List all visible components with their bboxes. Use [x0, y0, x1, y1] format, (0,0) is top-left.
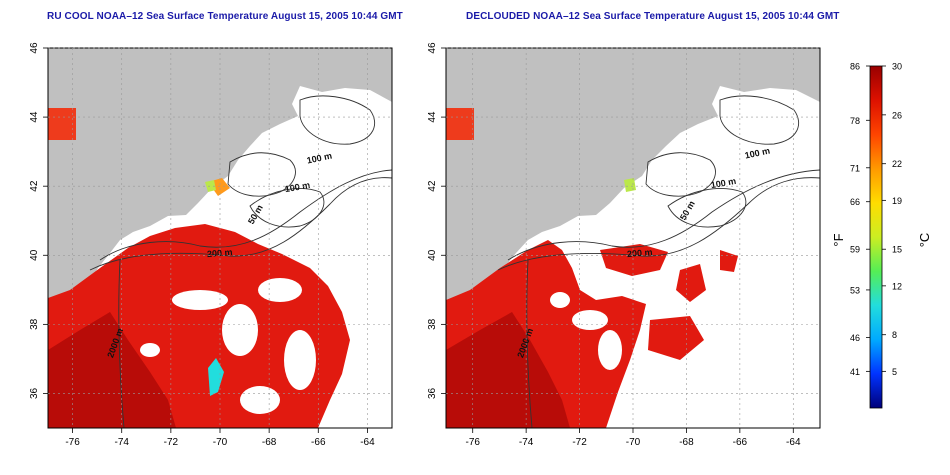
- land-mass: [446, 48, 820, 372]
- sst-warm-region: [446, 108, 474, 140]
- sst-hot-region: [446, 312, 570, 428]
- colorbar-f-label: 46: [850, 333, 860, 343]
- colorbar-c-label: 22: [892, 159, 902, 169]
- colorbar-c-label: 8: [892, 330, 897, 340]
- sst-warm-region: [624, 178, 636, 192]
- isobath-label: 100 m: [710, 176, 737, 190]
- cloud-gaps: [550, 292, 622, 370]
- colorbar-f-label: 86: [850, 62, 860, 72]
- colorbar-c-label: 19: [892, 196, 902, 206]
- right-panel-title: DECLOUDED NOAA–12 Sea Surface Temperatur…: [466, 11, 840, 22]
- y-tick-label: 44: [427, 111, 438, 123]
- x-tick-label: -74: [519, 437, 534, 448]
- sst-hot-region: [48, 312, 176, 428]
- x-tick-label: -72: [164, 437, 179, 448]
- x-tick-label: -68: [679, 437, 694, 448]
- colorbar-c-label: 12: [892, 281, 902, 291]
- x-tick-label: -76: [465, 437, 480, 448]
- colorbar-f-label: 53: [850, 285, 860, 295]
- y-tick-label: 46: [29, 42, 40, 54]
- y-tick-label: 44: [29, 111, 40, 123]
- sst-warm-region: [205, 180, 216, 192]
- x-tick-label: -74: [114, 437, 129, 448]
- sst-warm-region: [600, 244, 668, 276]
- sst-warm-region: [676, 264, 706, 302]
- y-tick-label: 42: [427, 180, 438, 192]
- x-tick-label: -70: [213, 437, 228, 448]
- colorbar-f-label: 59: [850, 245, 860, 255]
- x-tick-label: -72: [572, 437, 587, 448]
- sst-warm-region: [720, 250, 738, 272]
- land-mass: [720, 48, 820, 102]
- y-tick-label: 38: [427, 318, 438, 330]
- land-mass: [300, 48, 392, 102]
- x-tick-label: -76: [65, 437, 80, 448]
- temperature-colorbar: 86 78 71 66 59 53 46 41 30 26 22 19 15 12 8 5 °F °C: [831, 62, 932, 409]
- y-tick-label: 40: [29, 249, 40, 261]
- colorbar-c-label: 15: [892, 245, 902, 255]
- colorbar-f-label: 78: [850, 116, 860, 126]
- colorbar-f-label: 71: [850, 163, 860, 173]
- left-panel-title: RU COOL NOAA–12 Sea Surface Temperature …: [47, 11, 403, 22]
- x-tick-label: -68: [262, 437, 277, 448]
- y-tick-label: 42: [29, 180, 40, 192]
- y-tick-label: 46: [427, 42, 438, 54]
- fahrenheit-label: °F: [831, 233, 846, 246]
- x-tick-label: -64: [786, 437, 801, 448]
- colorbar-c-label: 5: [892, 367, 897, 377]
- y-tick-label: 36: [29, 387, 40, 399]
- x-tick-label: -70: [626, 437, 641, 448]
- celsius-label: °C: [917, 233, 932, 248]
- colorbar-c-label: 26: [892, 110, 902, 120]
- colorbar-f-label: 66: [850, 197, 860, 207]
- sst-warm-region: [208, 358, 224, 396]
- x-tick-label: -66: [733, 437, 748, 448]
- isobath-label: 100 m: [284, 180, 311, 194]
- land-mass: [48, 48, 392, 372]
- sst-warm-region: [48, 108, 76, 140]
- y-tick-label: 38: [29, 318, 40, 330]
- colorbar-c-label: 30: [892, 62, 902, 72]
- colorbar-f-label: 41: [850, 367, 860, 377]
- sst-warm-region: [648, 316, 704, 360]
- y-tick-label: 36: [427, 387, 438, 399]
- colorbar-gradient: [869, 65, 883, 409]
- x-tick-label: -64: [360, 437, 375, 448]
- isobath-contours: [497, 95, 820, 428]
- x-tick-label: -66: [311, 437, 326, 448]
- y-tick-label: 40: [427, 249, 438, 261]
